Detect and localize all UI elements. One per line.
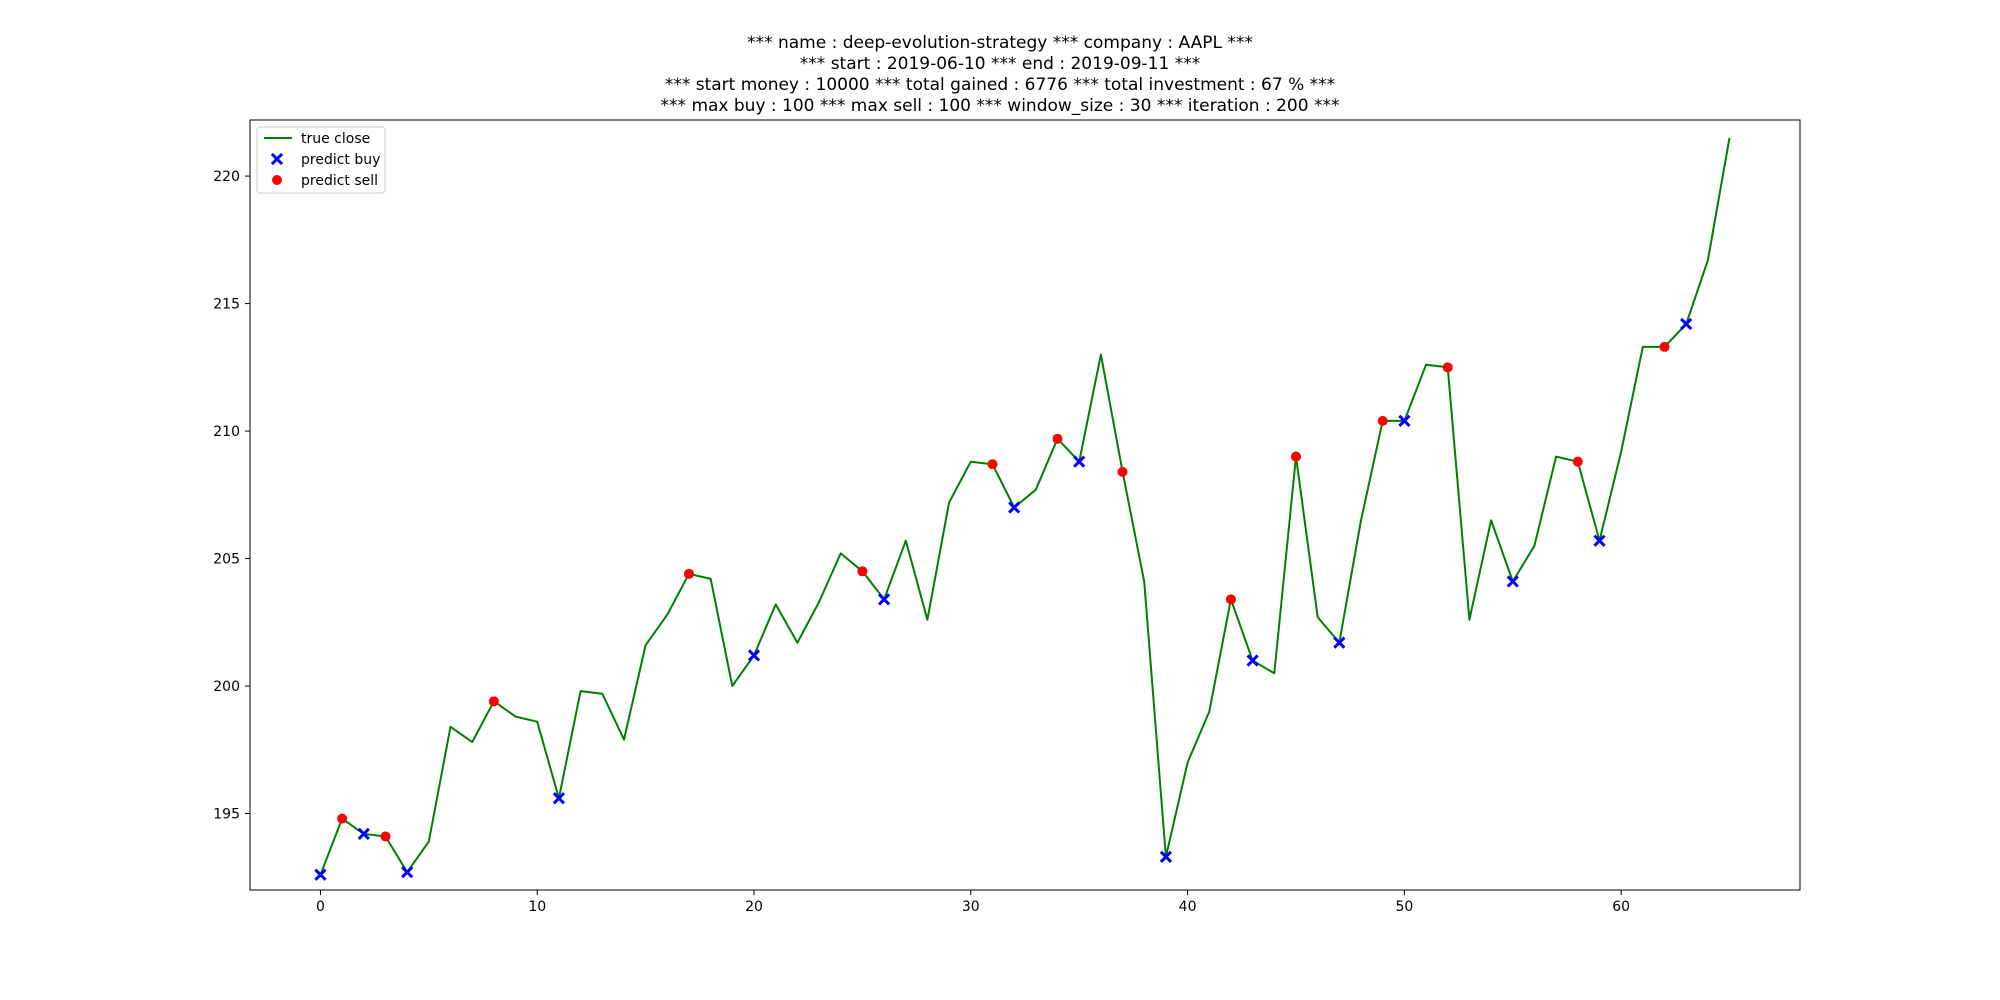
legend-label-true-close: true close: [301, 131, 370, 147]
buy-marker: [1333, 636, 1346, 649]
x-tick-label: 60: [1612, 899, 1630, 915]
sell-marker: [1442, 362, 1453, 373]
buy-marker: [1680, 317, 1693, 331]
x-tick-label: 0: [316, 899, 325, 915]
sell-marker: [1377, 415, 1388, 426]
title-line-3: *** start money : 10000 *** total gained…: [665, 75, 1335, 95]
buy-marker: [1506, 575, 1519, 588]
buy-marker: [314, 868, 327, 881]
buy-marker: [877, 593, 891, 606]
buy-marker: [1073, 455, 1086, 468]
y-tick-label: 220: [213, 169, 240, 185]
y-tick-label: 200: [213, 679, 240, 695]
legend-sell-marker: [272, 175, 282, 185]
sell-marker: [1572, 456, 1583, 467]
true-close-line: [319, 137, 1731, 876]
x-tick-label: 30: [962, 899, 980, 915]
sell-marker: [1052, 433, 1063, 444]
sell-marker: [683, 568, 694, 579]
buy-marker: [1159, 850, 1173, 863]
legend: true close predict buy predict sell: [256, 126, 386, 194]
buy-marker: [747, 649, 761, 662]
sell-marker: [1117, 466, 1128, 477]
sell-marker: [380, 831, 391, 842]
buy-marker: [1593, 534, 1606, 547]
buy-marker: [1008, 501, 1021, 514]
sell-marker: [488, 696, 499, 707]
sell-marker: [1225, 594, 1236, 605]
title-line-1: *** name : deep-evolution-strategy *** c…: [747, 33, 1253, 53]
y-tick-label: 210: [213, 424, 240, 440]
x-tick-label: 20: [745, 899, 763, 915]
legend-label-predict-sell: predict sell: [301, 173, 378, 189]
sell-marker: [1659, 341, 1670, 352]
x-tick-label: 10: [528, 899, 546, 915]
x-tick-label: 40: [1179, 899, 1197, 915]
buy-marker: [1246, 654, 1259, 667]
x-tick-label: 50: [1395, 899, 1413, 915]
legend-label-predict-buy: predict buy: [301, 152, 380, 168]
title-line-2: *** start : 2019-06-10 *** end : 2019-09…: [800, 54, 1200, 74]
chart-title: *** name : deep-evolution-strategy *** c…: [661, 33, 1340, 116]
title-line-4: *** max buy : 100 *** max sell : 100 ***…: [661, 96, 1340, 116]
series-layer: [314, 137, 1731, 881]
buy-marker: [401, 866, 414, 879]
y-tick-label: 215: [213, 297, 240, 313]
plot-frame: [249, 119, 1801, 891]
legend-box: [256, 126, 386, 194]
x-axis: 0 10 20 30 40 50 60: [316, 890, 1630, 915]
buy-marker: [552, 792, 566, 805]
legend-buy-marker: [270, 152, 284, 166]
sell-marker: [337, 813, 348, 824]
sell-marker: [1290, 451, 1301, 462]
sell-marker: [857, 566, 868, 577]
plot-area: [250, 120, 1800, 890]
y-tick-label: 195: [213, 807, 240, 823]
sell-marker: [987, 459, 998, 470]
y-axis: 195 200 205 210 215 220: [213, 169, 250, 823]
buy-marker: [1398, 414, 1411, 427]
buy-marker: [357, 827, 370, 841]
y-tick-label: 205: [213, 552, 240, 568]
